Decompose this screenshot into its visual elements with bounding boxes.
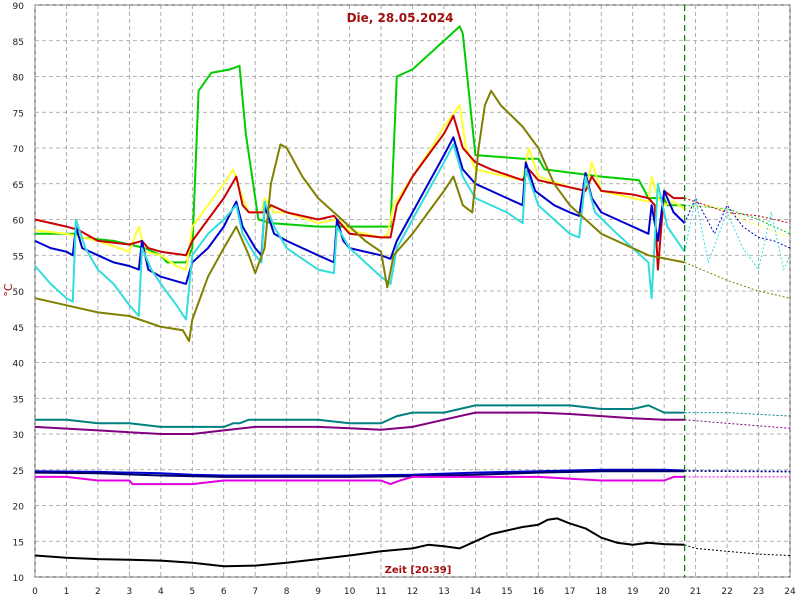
series-line [34,136,686,285]
grid [34,4,791,578]
y-tick-label: 20 [13,503,25,513]
x-tick-label: 18 [596,587,608,597]
series-line [34,114,685,271]
y-tick-label: 65 [13,181,24,191]
y-tick-label: 85 [13,38,24,48]
x-tick-label: 21 [690,587,701,597]
forecast-line [684,197,791,249]
y-axis-ticks: 10 15 20 25 30 35 40 45 50 55 60 65 70 75 80 85 90 [13,2,25,584]
y-tick-label: 30 [13,431,25,441]
x-tick-label: 20 [658,587,670,597]
forecast-line [684,412,791,417]
x-tick-label: 0 [32,587,38,597]
x-tick-label: 5 [189,587,195,597]
forecast-line [684,261,791,299]
x-tick-label: 7 [252,587,258,597]
y-tick-label: 50 [13,288,25,298]
series-group [34,25,791,568]
forecast-line [684,197,791,271]
x-tick-label: 1 [64,587,70,597]
x-tick-label: 12 [407,587,418,597]
x-tick-label: 19 [627,587,639,597]
x-tick-label: 22 [721,587,732,597]
y-tick-label: 10 [13,574,25,584]
y-tick-label: 40 [13,360,25,370]
series-line [34,411,685,435]
y-tick-label: 35 [13,395,24,405]
y-tick-label: 80 [13,74,25,84]
series-line [35,25,685,264]
x-tick-label: 4 [158,587,164,597]
x-tick-label: 9 [315,587,321,597]
forecast-line [684,470,791,473]
x-tick-label: 23 [753,587,764,597]
y-tick-label: 15 [13,538,24,548]
y-axis-label: °C [2,283,15,297]
y-tick-label: 75 [13,109,24,119]
x-tick-label: 24 [784,587,796,597]
y-tick-label: 60 [13,217,25,227]
y-tick-label: 45 [13,324,24,334]
series-line [34,143,686,321]
series-line [35,404,685,428]
y-tick-label: 25 [13,467,24,477]
series-line [34,517,685,568]
x-tick-label: 13 [438,587,449,597]
forecast-line [684,419,791,429]
forecast-line [684,204,791,238]
y-tick-label: 55 [13,252,24,262]
x-tick-label: 11 [375,587,386,597]
x-tick-label: 8 [284,587,290,597]
forecast-line [684,544,791,556]
forecast-line [684,470,791,472]
series-line [34,468,685,477]
series-line [34,470,685,478]
x-tick-label: 14 [470,587,482,597]
x-axis-label: Zeit [20:39] [385,565,452,576]
forecast-line [684,197,791,224]
series-line [35,475,685,486]
x-axis-ticks: 0 1 2 3 4 5 6 7 8 9 10 11 12 13 14 15 16 17 18 19 20 21 22 23 24 [32,587,796,597]
x-tick-label: 17 [564,587,575,597]
chart-title: Die, 28.05.2024 [347,11,454,25]
x-tick-label: 3 [127,587,133,597]
y-tick-label: 90 [13,2,25,12]
x-tick-label: 10 [344,587,356,597]
x-tick-label: 6 [221,587,227,597]
x-tick-label: 2 [95,587,101,597]
y-tick-label: 70 [13,145,25,155]
series-line [34,89,685,343]
x-tick-label: 16 [533,587,545,597]
series-line [34,104,686,271]
x-tick-label: 15 [501,587,512,597]
